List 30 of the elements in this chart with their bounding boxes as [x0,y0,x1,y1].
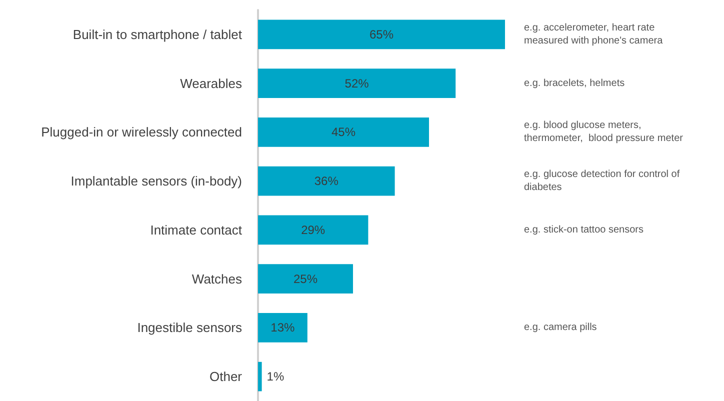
text: e.g. stick-on tattoo sensors [524,224,644,236]
bar [258,118,429,147]
data-label: 29% [301,222,326,237]
text: e.g. camera pills [524,322,597,334]
y-tick-label: Other [209,369,243,384]
bar [258,20,505,50]
y-tick-label: Wearables [180,76,242,91]
text: e.g. accelerometer, heart rate measured with phone's camera [524,22,664,46]
y-tick-label: Ingestible sensors [137,320,242,336]
y-tick-label: Implantable sensors (in-body) [70,174,242,189]
bar [258,264,353,294]
y-tick-label: Built-in to smartphone / tablet [72,26,242,42]
data-label: 1% [266,370,284,384]
y-tick-label: Intimate contact [150,222,242,238]
bar [258,313,308,342]
data-label: 25% [293,272,318,286]
bar [258,215,368,245]
data-label: 65% [369,27,394,42]
y-tick-label: Plugged-in or wirelessly connected [41,124,242,140]
data-label: 36% [314,174,339,188]
text: e.g. bracelets, helmets [524,78,625,89]
data-label: 45% [331,125,356,140]
data-label: 13% [270,320,296,335]
text: e.g. blood glucose meters, thermometer, blood pressure meter [524,120,684,144]
y-tick-label: Watches [192,271,242,286]
bar [258,68,456,98]
text: e.g. glucose detection for control of diabetes [524,169,680,194]
bar [258,362,262,392]
data-label: 52% [344,76,370,90]
bar [258,166,395,196]
